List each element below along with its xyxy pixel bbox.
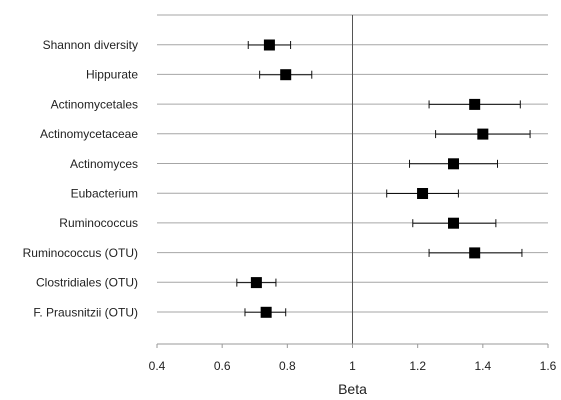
category-label: Hippurate (86, 68, 138, 82)
point-estimate (260, 306, 272, 318)
category-label: Ruminococcus (59, 216, 138, 230)
point-estimate (280, 69, 292, 81)
category-label: Shannon diversity (43, 38, 138, 52)
point-estimate (469, 98, 481, 110)
category-label: Actinomyces (70, 157, 138, 171)
point-estimate (448, 158, 460, 170)
point-estimate (263, 39, 275, 51)
category-label: Eubacterium (71, 187, 138, 201)
x-tick-label: 0.6 (214, 359, 231, 373)
x-tick-label: 1 (349, 359, 356, 373)
x-tick-label: 1.2 (409, 359, 426, 373)
point-estimate (448, 217, 460, 229)
category-labels: Shannon diversity Hippurate Actinomycetale… (23, 38, 139, 319)
x-tick-label: 0.4 (149, 359, 166, 373)
x-tick-labels: 0.4 0.6 0.8 1 1.2 1.4 1.6 (149, 344, 557, 373)
category-label: Ruminococcus (OTU) (23, 246, 138, 260)
point-estimate (469, 247, 481, 259)
point-estimate (417, 188, 429, 199)
x-tick-label: 1.6 (540, 359, 557, 373)
x-tick-label: 1.4 (474, 359, 491, 373)
category-label: F. Prausnitzii (OTU) (33, 305, 138, 319)
category-label: Actinomycetales (51, 97, 138, 111)
x-axis-title: Beta (338, 381, 367, 397)
point-estimate (250, 277, 262, 289)
category-label: Clostridiales (OTU) (36, 276, 138, 290)
point-estimate (477, 128, 489, 140)
category-label: Actinomycetaceae (40, 127, 138, 141)
x-tick-label: 0.8 (279, 359, 296, 373)
data-marks (236, 39, 531, 318)
